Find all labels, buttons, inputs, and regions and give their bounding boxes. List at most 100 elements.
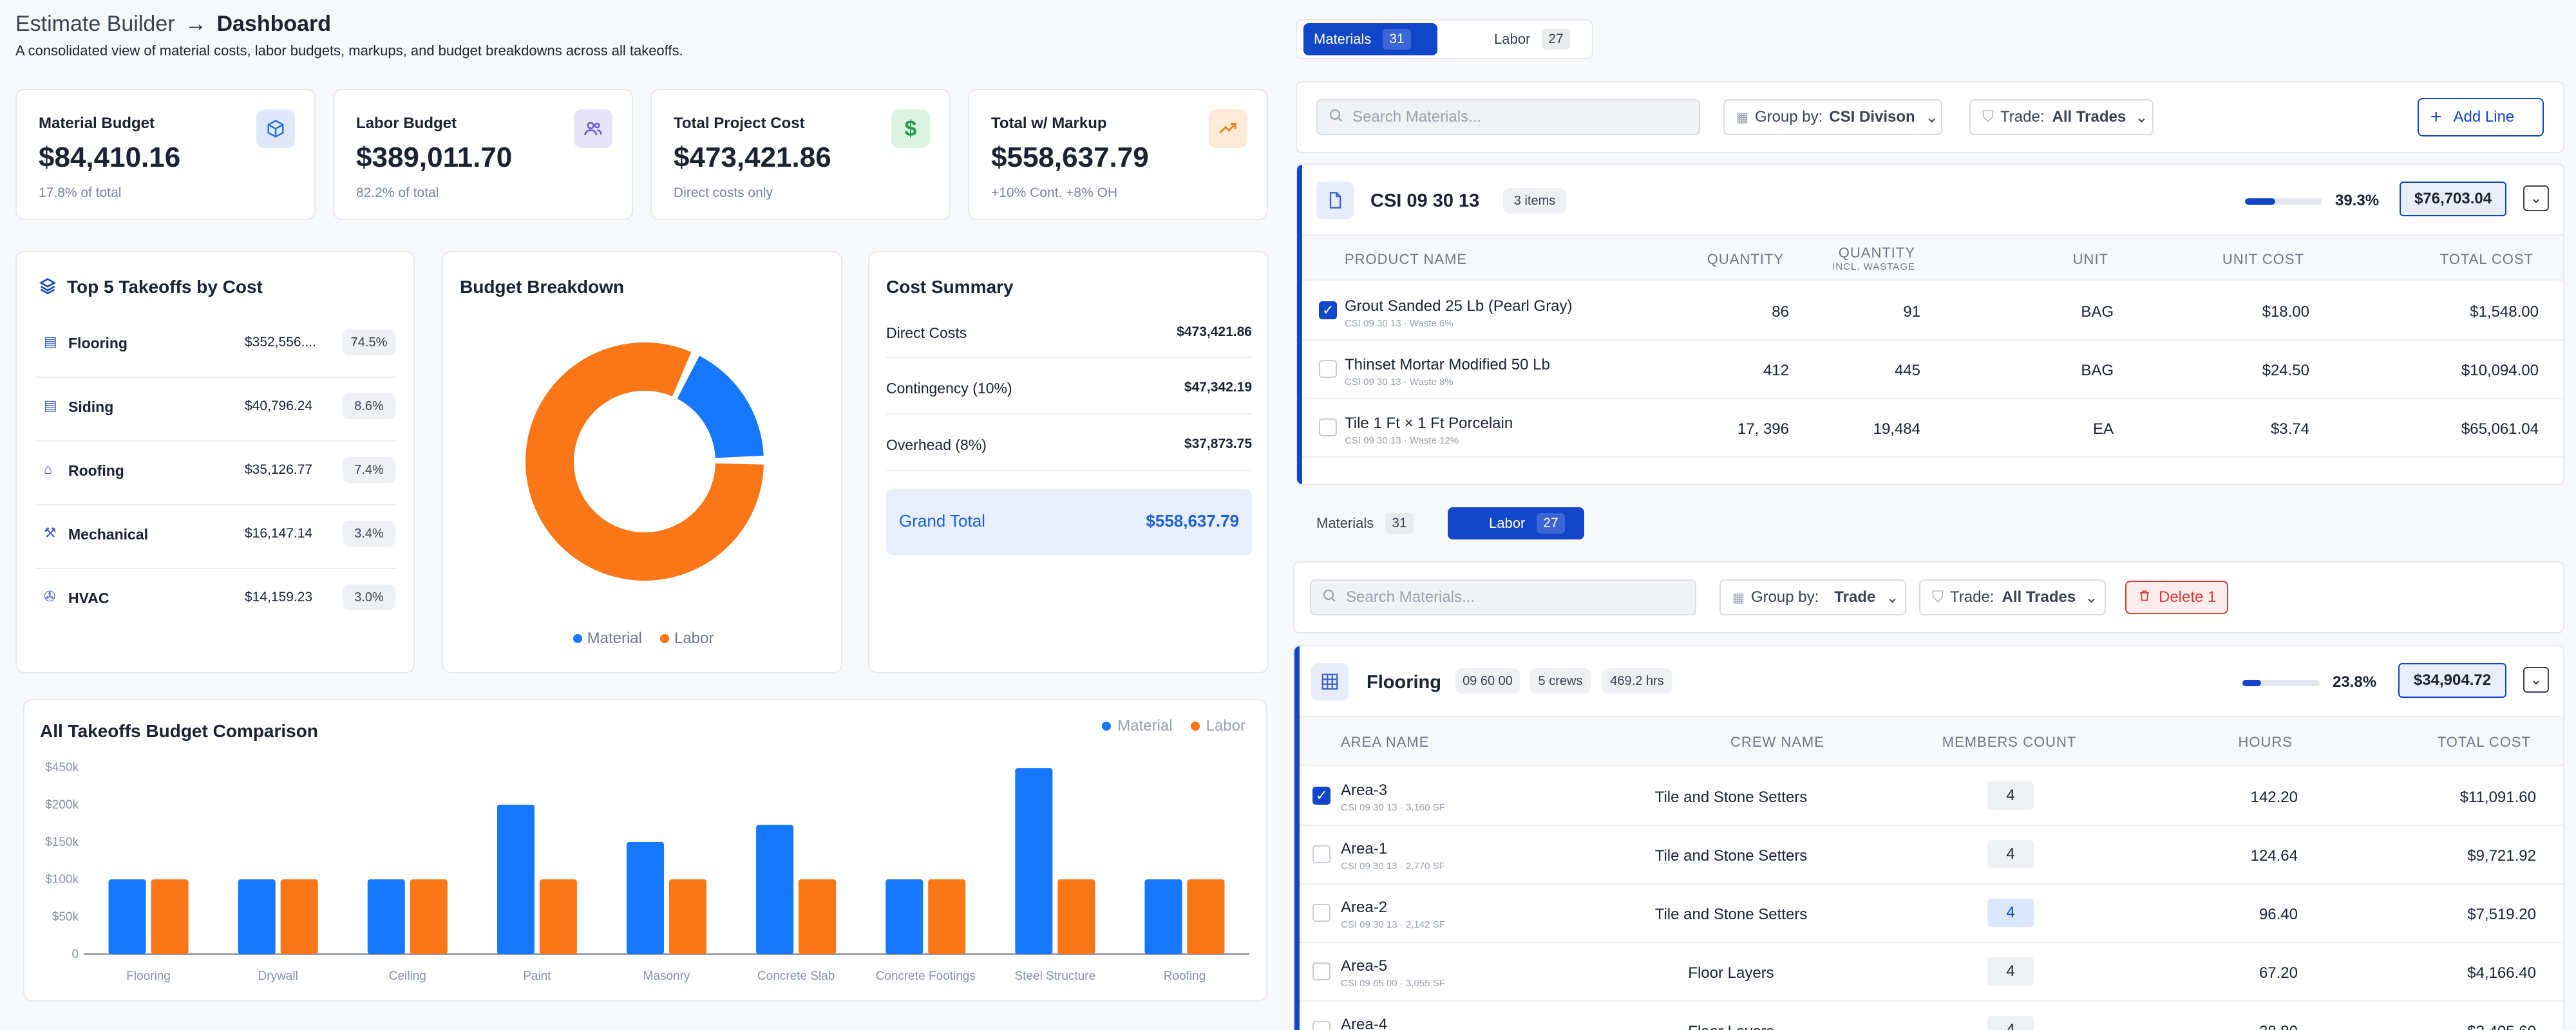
bar-material[interactable] xyxy=(886,879,923,954)
takeoff-row[interactable]: ✇ HVAC $14,159.23 3.0% xyxy=(35,569,397,633)
row-checkbox[interactable]: ✓ xyxy=(1319,301,1337,319)
bar-labor[interactable] xyxy=(151,879,189,954)
product-name: Grout Sanded 25 Lb (Pearl Gray) xyxy=(1345,297,1573,315)
takeoff-row[interactable]: ⚒ Mechanical $16,147.14 3.4% xyxy=(35,505,397,569)
donut-chart xyxy=(526,342,764,581)
col-hours: HOURS xyxy=(2238,734,2293,750)
table-row[interactable]: Area-5 CSI 09 65 00 · 3,055 SF Floor Layer… xyxy=(1300,943,2563,1002)
delete-button[interactable]: Delete 1 xyxy=(2125,581,2228,614)
collapse-button[interactable]: ⌄ xyxy=(2523,185,2549,211)
bar-material[interactable] xyxy=(108,879,146,954)
grand-total-box: Grand Total $558,637.79 xyxy=(886,489,1252,555)
members-count[interactable]: 4 xyxy=(1987,899,2034,927)
group-by-select[interactable]: ▦ Group by: Trade ⌄ xyxy=(1719,579,1906,615)
slice-material[interactable] xyxy=(677,355,764,458)
bar-labor[interactable] xyxy=(1057,879,1095,954)
col-total-cost: TOTAL COST xyxy=(2437,734,2531,750)
summary-row: Overhead (8%) $37,873.75 xyxy=(886,436,1252,454)
row-checkbox[interactable] xyxy=(1312,1021,1331,1030)
table-row[interactable]: Area-2 CSI 09 30 13 · 2,142 SF Tile and St… xyxy=(1300,885,2563,943)
top-takeoffs-card: Top 5 Takeoffs by Cost ▤ Flooring $352,556… xyxy=(15,251,415,673)
bar-material[interactable] xyxy=(756,825,794,954)
bar-material[interactable] xyxy=(238,879,276,954)
table-row[interactable]: ✓ Area-3 CSI 09 30 13 · 3,160 SF Tile and S… xyxy=(1300,767,2563,826)
group-code: 09 60 00 xyxy=(1455,668,1520,694)
bar-material[interactable] xyxy=(367,879,405,954)
row-checkbox[interactable] xyxy=(1319,418,1337,436)
group-by-select[interactable]: ▦ Group by: CSI Divison ⌄ xyxy=(1723,99,1942,135)
takeoff-name: Roofing xyxy=(68,462,124,479)
hours: 142.20 xyxy=(2250,789,2298,806)
area-name: Area-5 xyxy=(1341,957,1388,975)
table-row[interactable]: Thinset Mortar Modified 50 Lb CSI 09 30 1… xyxy=(1302,341,2563,399)
x-tick-label: Drywall xyxy=(258,969,298,983)
table-row[interactable]: ✓ Grout Sanded 25 Lb (Pearl Gray) CSI 09 3… xyxy=(1302,282,2563,341)
bar-labor[interactable] xyxy=(280,879,318,954)
group-value: CSI Divison xyxy=(1829,108,1915,126)
table-row[interactable]: Area-1 CSI 09 30 13 · 2,770 SF Tile and St… xyxy=(1300,826,2563,885)
summary-label: Direct Costs xyxy=(886,324,967,341)
delete-label: Delete 1 xyxy=(2159,588,2217,606)
bar-labor[interactable] xyxy=(928,879,966,954)
group-total: $76,703.04 xyxy=(2400,182,2506,216)
breadcrumb-app[interactable]: Estimate Builder xyxy=(15,12,175,36)
table-row[interactable]: Area-4 Floor Layers 4 38.80 $2,405.60 xyxy=(1300,1002,2563,1030)
total-cost: $10,094.00 xyxy=(2461,362,2539,379)
bar-labor[interactable] xyxy=(410,879,448,954)
crew-name: Tile and Stone Setters xyxy=(1654,789,1808,806)
members-count[interactable]: 4 xyxy=(1987,1016,2034,1030)
grand-total-label: Grand Total xyxy=(899,511,985,530)
bar-material[interactable] xyxy=(1015,768,1053,954)
bar-labor[interactable] xyxy=(799,879,837,954)
tab-materials[interactable]: Materials 31 xyxy=(1306,507,1435,539)
stat-card-material: Material Budget $84,410.16 17.8% of tota… xyxy=(15,89,316,220)
group-accent xyxy=(1294,646,1300,1030)
area-name: Area-1 xyxy=(1341,840,1388,857)
tab-count: 27 xyxy=(1542,29,1570,50)
legend-material: Material xyxy=(1102,717,1173,735)
add-line-button[interactable]: + Add Line xyxy=(2418,98,2544,136)
group-hours: 469.2 hrs xyxy=(1602,668,1672,694)
bar-labor[interactable] xyxy=(1187,879,1225,954)
search-icon xyxy=(1328,108,1343,127)
search-input[interactable]: Search Materials... xyxy=(1316,99,1700,135)
tab-labor[interactable]: Labor 27 xyxy=(1484,23,1587,55)
grand-total-value: $558,637.79 xyxy=(1146,511,1239,530)
row-checkbox[interactable]: ✓ xyxy=(1312,787,1331,805)
collapse-button[interactable]: ⌄ xyxy=(2523,667,2549,693)
members-count[interactable]: 4 xyxy=(1987,782,2034,810)
row-checkbox[interactable] xyxy=(1312,962,1331,980)
trade-select[interactable]: ⛉ Trade: All Trades ⌄ xyxy=(1919,579,2106,615)
bar-material[interactable] xyxy=(497,805,535,954)
stat-label: Total w/ Markup xyxy=(991,115,1107,132)
stat-note: Direct costs only xyxy=(674,185,773,200)
roofing-icon: ⌂ xyxy=(44,461,53,477)
search-input[interactable]: Search Materials... xyxy=(1310,579,1696,615)
area-name: Area-3 xyxy=(1341,782,1388,799)
members-count[interactable]: 4 xyxy=(1987,957,2034,986)
area-meta: CSI 09 30 13 · 2,142 SF xyxy=(1341,919,1445,930)
card-title: Cost Summary xyxy=(886,277,1014,297)
members-count[interactable]: 4 xyxy=(1987,840,2034,868)
trade-select[interactable]: ⛉ Trade: All Trades ⌄ xyxy=(1969,99,2154,135)
tab-labor[interactable]: Labor 27 xyxy=(1448,507,1584,539)
budget-comparison-card: All Takeoffs Budget Comparison Material … xyxy=(23,699,1267,1002)
bar-labor[interactable] xyxy=(669,879,706,954)
row-checkbox[interactable] xyxy=(1312,904,1331,922)
bar-material[interactable] xyxy=(1144,879,1182,954)
bar-labor[interactable] xyxy=(539,879,577,954)
takeoff-row[interactable]: ▤ Flooring $352,556.... 74.5% xyxy=(35,314,397,378)
takeoff-row[interactable]: ⌂ Roofing $35,126.77 7.4% xyxy=(35,442,397,505)
row-checkbox[interactable] xyxy=(1319,360,1337,378)
tab-materials[interactable]: Materials 31 xyxy=(1303,23,1437,55)
total-cost: $4,166.40 xyxy=(2467,964,2536,982)
summary-row: Contingency (10%) $47,342.19 xyxy=(886,380,1252,397)
table-row[interactable]: Tile 1 Ft × 1 Ft Porcelain CSI 09 30 13 ·… xyxy=(1302,399,2563,458)
slice-labor[interactable] xyxy=(526,342,764,581)
group-label: Group by: xyxy=(1750,588,1819,606)
unit: BAG xyxy=(2081,303,2114,321)
chevron-down-icon: ⌄ xyxy=(2085,588,2098,606)
bar-material[interactable] xyxy=(627,842,664,954)
row-checkbox[interactable] xyxy=(1312,845,1331,863)
takeoff-row[interactable]: ▤ Siding $40,796.24 8.6% xyxy=(35,378,397,442)
